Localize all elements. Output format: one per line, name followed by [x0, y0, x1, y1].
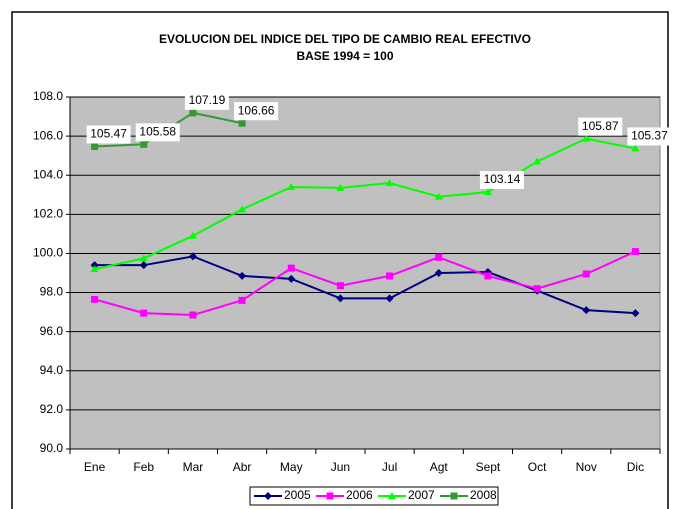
marker: [140, 309, 148, 317]
data-label: 105.58: [139, 124, 176, 138]
x-tick-label: Jul: [382, 460, 397, 474]
marker: [91, 295, 99, 303]
y-tick-label: 96.0: [40, 324, 64, 338]
marker: [435, 253, 443, 261]
marker: [139, 254, 148, 262]
y-tick-label: 90.0: [40, 441, 64, 455]
marker: [336, 282, 344, 290]
y-tick-label: 100.0: [33, 246, 63, 260]
data-label: 105.87: [582, 119, 619, 133]
series-line: [94, 250, 636, 317]
marker: [287, 182, 296, 190]
y-tick-label: 108.0: [33, 89, 63, 103]
x-tick-label: Ene: [84, 460, 106, 474]
marker: [582, 270, 590, 278]
marker: [139, 261, 148, 270]
marker: [238, 205, 247, 213]
marker: [90, 265, 99, 273]
x-tick-label: Nov: [576, 460, 597, 474]
marker: [631, 247, 639, 255]
data-label-box: [578, 117, 623, 136]
chart-title: EVOLUCION DEL INDICE DEL TIPO DE CAMBIO …: [159, 32, 531, 46]
marker: [336, 183, 345, 191]
legend-label: 2005: [284, 488, 311, 502]
marker: [533, 285, 541, 293]
x-tick-label: Feb: [133, 460, 154, 474]
legend-marker: [388, 492, 396, 499]
marker: [533, 157, 542, 165]
legend-marker: [450, 492, 458, 500]
marker: [385, 179, 394, 187]
y-tick-label: 92.0: [40, 402, 64, 416]
marker: [287, 274, 296, 283]
marker: [140, 140, 148, 148]
x-tick-label: Mar: [183, 460, 204, 474]
data-label-box: [479, 171, 524, 190]
data-label: 105.47: [90, 127, 127, 141]
data-label: 107.19: [189, 93, 226, 107]
data-label: 105.37: [631, 129, 668, 143]
x-tick-label: May: [280, 460, 303, 474]
data-label-box: [627, 127, 672, 146]
y-tick-label: 104.0: [33, 167, 63, 181]
marker: [582, 134, 591, 142]
marker: [386, 272, 394, 280]
plot-area: [69, 96, 661, 450]
marker: [238, 119, 246, 127]
marker: [238, 271, 247, 280]
marker: [631, 144, 640, 152]
series-line: [94, 255, 636, 315]
x-tick-label: Dic: [627, 460, 644, 474]
marker: [336, 294, 345, 303]
data-label-box: [86, 125, 131, 144]
data-label: 106.66: [238, 103, 275, 117]
marker: [631, 309, 640, 318]
x-tick-label: Jun: [331, 460, 350, 474]
marker: [484, 272, 492, 280]
x-tick-label: Abr: [233, 460, 252, 474]
marker: [434, 192, 443, 200]
data-label-box: [135, 123, 180, 142]
marker: [287, 264, 295, 272]
marker: [434, 269, 443, 277]
marker: [189, 311, 197, 319]
marker: [385, 294, 394, 303]
marker: [189, 109, 197, 117]
data-label-box: [234, 102, 279, 121]
x-tick-label: Oct: [528, 460, 547, 474]
y-tick-label: 98.0: [40, 285, 64, 299]
legend: 2005 2006 2007 2008: [249, 486, 499, 506]
x-tick-label: Sept: [476, 460, 501, 474]
legend-marker: [264, 492, 272, 500]
y-tick-label: 94.0: [40, 363, 64, 377]
marker: [238, 296, 246, 304]
marker: [582, 306, 591, 315]
marker: [91, 142, 99, 150]
data-label: 103.14: [484, 172, 521, 186]
legend-box: [249, 486, 499, 506]
legend-label: 2008: [470, 488, 497, 502]
x-tick-label: Agt: [430, 460, 449, 474]
marker: [188, 252, 197, 261]
y-tick-label: 102.0: [33, 207, 63, 221]
legend-label: 2007: [408, 488, 435, 502]
series-line: [94, 137, 636, 271]
legend-label: 2006: [346, 488, 373, 502]
legend-marker: [326, 492, 334, 500]
chart-subtitle: BASE 1994 = 100: [296, 49, 393, 63]
marker: [188, 231, 197, 239]
marker: [483, 188, 492, 196]
y-tick-label: 106.0: [33, 128, 63, 142]
data-label-box: [184, 91, 229, 110]
